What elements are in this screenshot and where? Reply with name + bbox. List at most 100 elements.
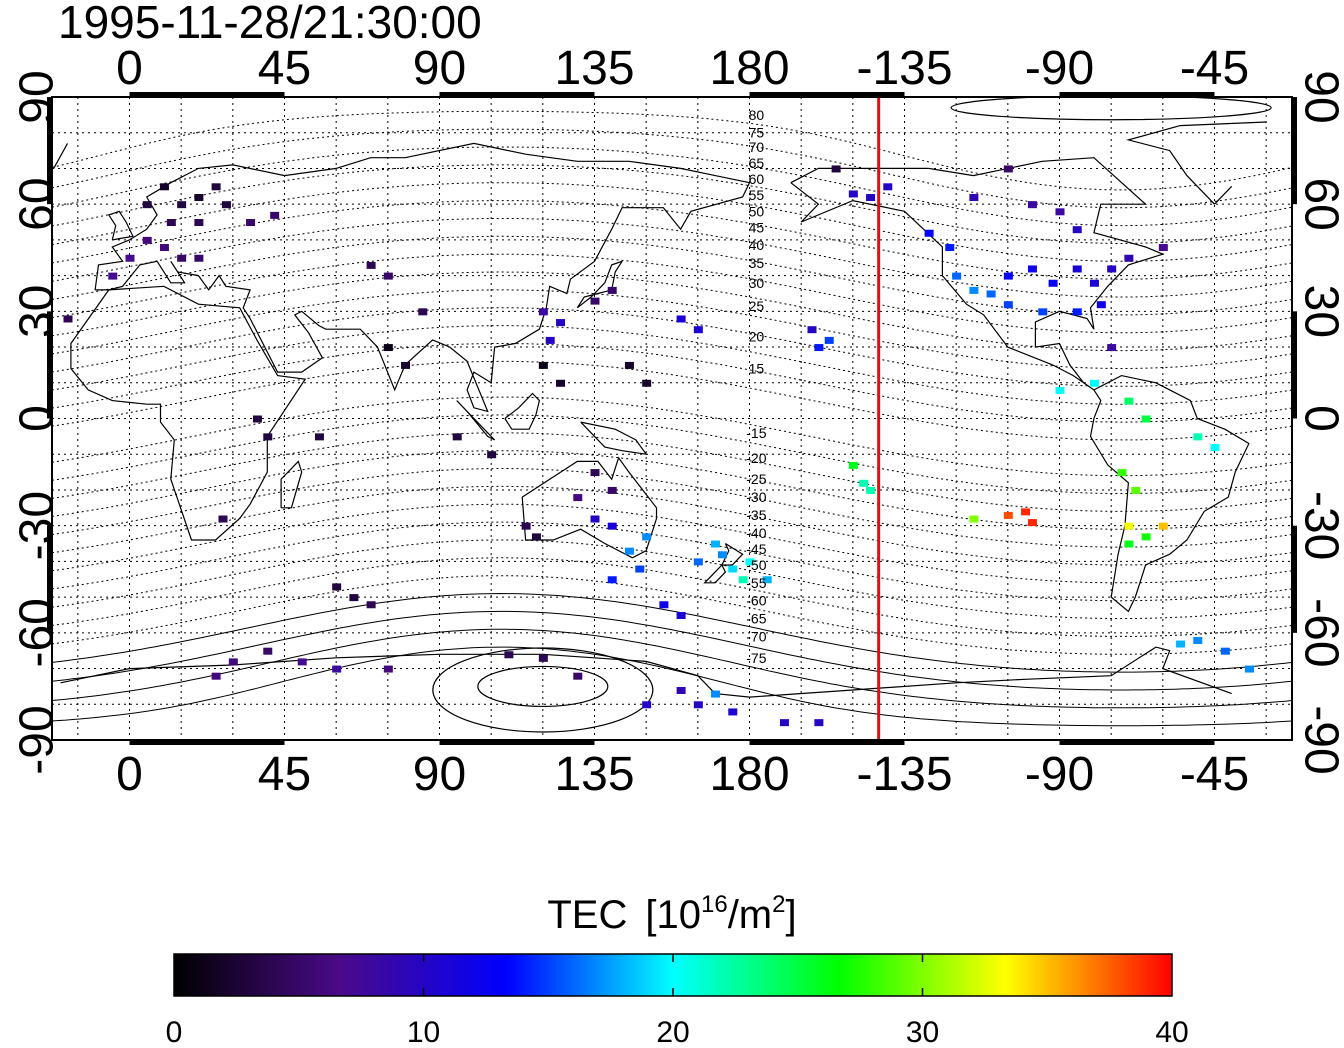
tec-point — [1027, 201, 1037, 209]
coast-south-america — [1089, 374, 1250, 613]
tec-point — [738, 576, 748, 584]
mag-contour — [52, 450, 1292, 530]
tec-point — [969, 515, 979, 523]
tec-point — [1176, 640, 1186, 648]
tec-point — [1124, 254, 1134, 262]
tec-point — [366, 601, 376, 609]
mag-contour — [52, 146, 1292, 227]
tec-point — [349, 594, 359, 602]
coast-africa — [70, 285, 307, 541]
x-tick-top: 135 — [554, 42, 634, 95]
tec-point — [1158, 522, 1168, 530]
mag-contour — [52, 360, 1292, 441]
frame-bar-bottom — [1059, 740, 1215, 745]
mag-contour — [52, 557, 1292, 637]
tec-point — [814, 344, 824, 352]
mag-contour — [52, 235, 1292, 316]
colorbar-ticks: 0 10 20 30 40 — [166, 954, 1189, 1048]
tec-point — [166, 219, 176, 227]
frame-bar-bottom — [129, 740, 285, 745]
mag-contour — [52, 432, 1292, 512]
y-tick-right: 90 — [1294, 70, 1344, 123]
tec-point — [952, 272, 962, 280]
mag-lat-label: 70 — [749, 139, 765, 155]
mag-lat-label: 50 — [749, 203, 765, 219]
mag-lat-label: 45 — [749, 219, 765, 235]
mag-contour — [52, 575, 1292, 655]
coast-antarctica — [749, 646, 1232, 698]
coast-uk — [107, 210, 134, 241]
tec-point — [883, 183, 893, 191]
tec-point — [624, 361, 634, 369]
tec-point — [1107, 265, 1117, 273]
tec-point — [1107, 344, 1117, 352]
tec-point — [807, 326, 817, 334]
tec-point — [659, 601, 669, 609]
x-tick-bottom: 90 — [413, 748, 466, 801]
tec-point — [635, 565, 645, 573]
frame-bar-right — [1292, 525, 1297, 633]
mag-contour — [52, 307, 1292, 387]
tec-point — [848, 190, 858, 198]
tec-point — [1124, 540, 1134, 548]
x-tick-bottom: -135 — [856, 748, 952, 801]
y-tick-right: 60 — [1294, 177, 1344, 230]
tec-point — [159, 183, 169, 191]
mag-lat-label: -75 — [746, 650, 766, 666]
mag-contour — [52, 628, 1292, 709]
tec-point — [383, 344, 393, 352]
tec-point — [1220, 647, 1230, 655]
tec-point — [676, 315, 686, 323]
tec-point — [624, 547, 634, 555]
mag-contour — [52, 414, 1292, 494]
frame-bar-left — [47, 311, 52, 419]
frame-bar-bottom — [749, 740, 905, 745]
frame-bar-left — [47, 97, 52, 205]
y-tick-left: 30 — [11, 285, 64, 338]
mag-lat-label: -35 — [746, 507, 766, 523]
tec-point — [1027, 519, 1037, 527]
x-tick-bottom: 135 — [554, 748, 634, 801]
tec-point — [728, 708, 738, 716]
tec-point — [573, 672, 583, 680]
coast-newzealand — [720, 542, 744, 566]
mag-lat-label: -70 — [746, 628, 766, 644]
frame-bar-top — [749, 92, 905, 97]
tec-point — [252, 415, 262, 423]
mag-pole-contour — [432, 647, 654, 733]
mag-lat-label: -30 — [746, 489, 766, 505]
frame-bar-top — [1059, 92, 1215, 97]
tec-point — [745, 558, 755, 566]
mag-contour — [52, 253, 1292, 334]
tec-point — [824, 336, 834, 344]
y-tick-left: 90 — [11, 70, 64, 123]
coast-greenland — [53, 143, 69, 169]
tec-point — [717, 551, 727, 559]
y-tick-left: -30 — [11, 491, 64, 560]
mag-contour — [52, 271, 1292, 352]
tec-point — [1055, 386, 1065, 394]
coast-antarctica — [60, 653, 750, 698]
tec-point — [401, 361, 411, 369]
tec-point — [538, 654, 548, 662]
figure-title: 1995-11-28/21:30:00 — [58, 0, 482, 48]
tec-point — [142, 201, 152, 209]
tec-point — [573, 494, 583, 502]
coast-sumatra — [456, 400, 496, 441]
mag-lat-label: -25 — [746, 471, 766, 487]
tec-point — [1055, 208, 1065, 216]
mag-lat-label: 80 — [749, 107, 765, 123]
mag-contour — [52, 128, 1292, 209]
tec-point — [711, 540, 721, 548]
tec-point — [1117, 469, 1127, 477]
tec-point — [211, 183, 221, 191]
tec-point — [779, 719, 789, 727]
tec-point — [1027, 265, 1037, 273]
frame-bar-bottom — [439, 740, 595, 745]
mag-lat-label: 75 — [749, 125, 765, 141]
mag-lat-label: 60 — [749, 171, 765, 187]
mag-contour — [52, 592, 1292, 673]
tec-point — [1003, 511, 1013, 519]
